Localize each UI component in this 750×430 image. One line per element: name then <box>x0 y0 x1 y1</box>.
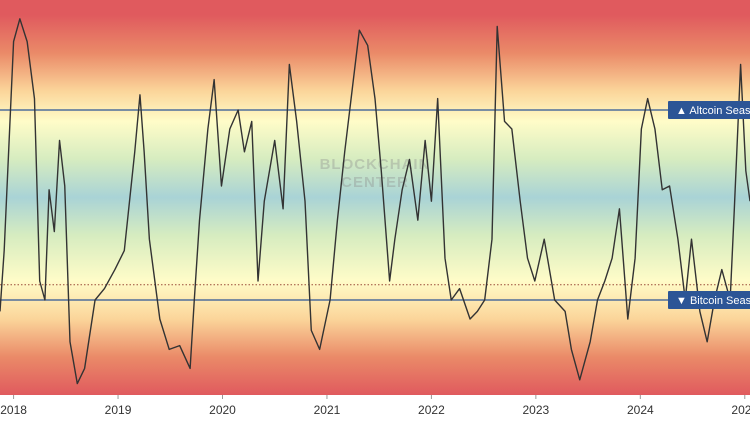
x-tick-label: 2024 <box>627 403 654 417</box>
background <box>0 15 750 395</box>
watermark: CENTER <box>341 174 409 191</box>
reference-label-box <box>668 291 750 309</box>
x-tick-label: 2019 <box>105 403 132 417</box>
reference-label: ▼ Bitcoin Season <box>676 295 750 307</box>
x-tick-label: 2018 <box>0 403 27 417</box>
reference-label: ▲ Altcoin Season <box>676 105 750 117</box>
x-tick-label: 2022 <box>418 403 445 417</box>
reference-label-box <box>668 101 750 119</box>
series-line <box>0 18 750 385</box>
x-tick-label: 2021 <box>314 403 341 417</box>
x-tick-label: 2020 <box>209 403 236 417</box>
x-tick-label: 2023 <box>523 403 550 417</box>
watermark: BLOCKCHAIN <box>320 156 431 173</box>
x-tick-label: 2025 <box>731 403 750 417</box>
background-top <box>0 0 750 15</box>
